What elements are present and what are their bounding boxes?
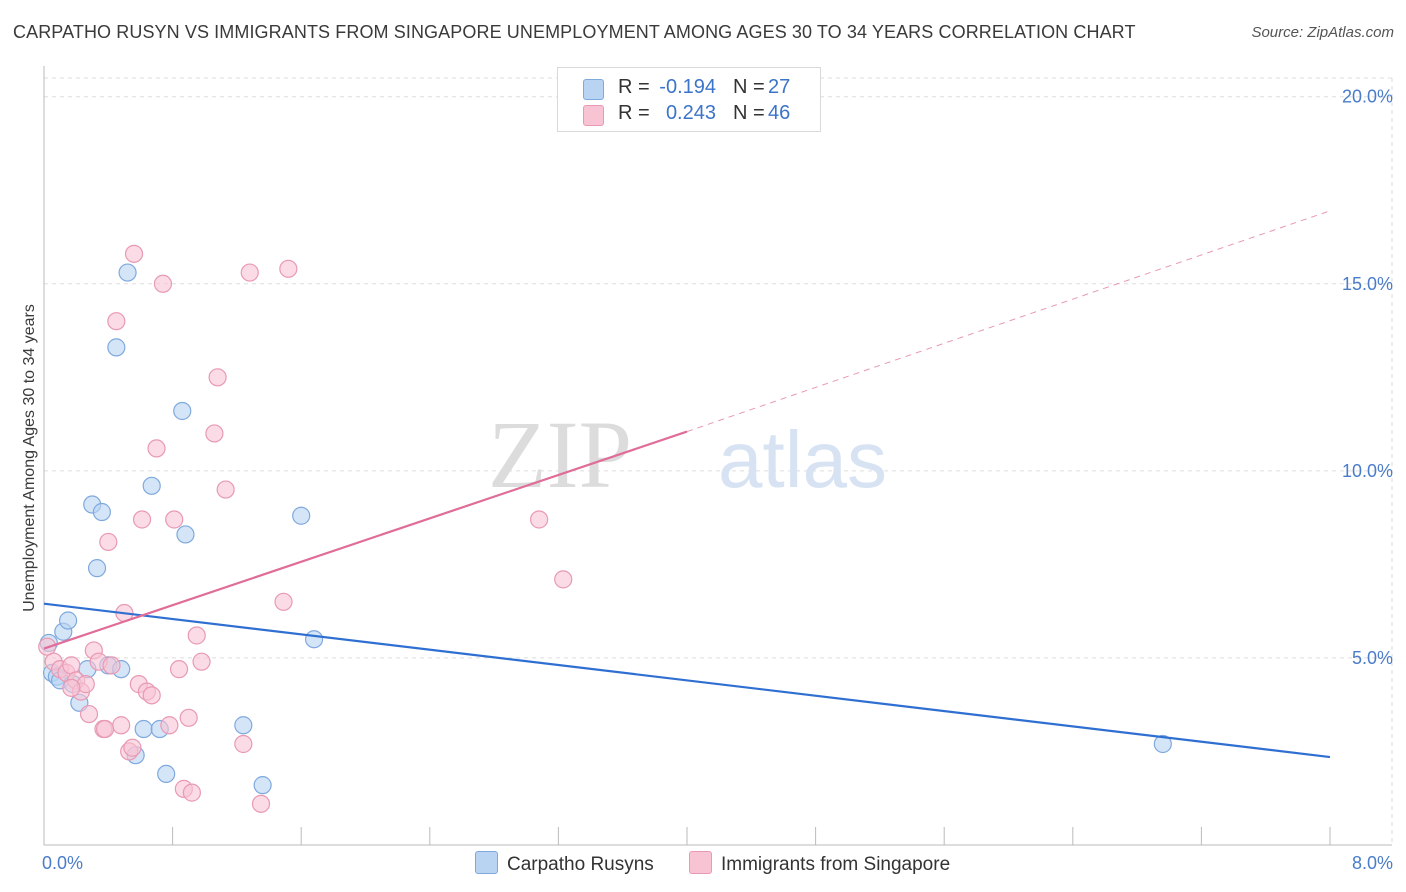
point-singapore xyxy=(169,660,189,679)
legend-r-value: -0.194 xyxy=(659,76,716,98)
point-carpatho xyxy=(134,719,153,739)
legend-n-value: 27 xyxy=(768,76,791,98)
y-tick-label: 20.0% xyxy=(1342,87,1393,107)
bottom-legend-singapore: Immigrants from Singapore xyxy=(689,851,950,876)
point-singapore xyxy=(62,678,81,697)
point-carpatho xyxy=(142,476,161,495)
point-singapore xyxy=(251,794,271,813)
point-carpatho xyxy=(1153,734,1172,754)
legend-n-label: N = xyxy=(733,102,765,124)
point-singapore xyxy=(234,734,253,754)
y-tick-label: 10.0% xyxy=(1342,461,1393,481)
point-singapore xyxy=(192,652,211,671)
point-singapore xyxy=(240,263,259,282)
point-singapore xyxy=(187,626,206,645)
bottom-legend-label-singapore: Immigrants from Singapore xyxy=(721,854,951,875)
point-singapore xyxy=(160,716,179,735)
point-singapore xyxy=(208,368,227,387)
y-tick-label: 5.0% xyxy=(1352,648,1393,668)
point-singapore xyxy=(142,686,161,705)
point-singapore xyxy=(99,532,118,552)
point-carpatho xyxy=(176,525,195,544)
axes xyxy=(43,66,1392,846)
source-label: Source: ZipAtlas.com xyxy=(1251,24,1394,41)
point-carpatho xyxy=(234,716,253,735)
point-carpatho xyxy=(253,776,272,795)
point-singapore xyxy=(554,570,573,589)
x-tick-label-min: 0.0% xyxy=(42,853,83,873)
point-singapore xyxy=(132,510,152,529)
x-tick-label-max: 8.0% xyxy=(1352,853,1393,873)
point-singapore xyxy=(79,704,99,724)
legend-r-value: 0.243 xyxy=(665,102,716,124)
point-carpatho xyxy=(304,630,324,649)
point-singapore xyxy=(123,738,142,757)
point-singapore xyxy=(530,510,549,529)
point-carpatho xyxy=(59,611,78,630)
legend-swatch-pink xyxy=(583,105,604,126)
legend-row-carpatho: R = -0.194 N = 27 xyxy=(558,76,820,102)
tick-labels: 5.0% 10.0% 15.0% 20.0% 0.0% 8.0% xyxy=(42,87,1393,873)
bottom-legend-swatch-blue xyxy=(475,851,498,874)
point-singapore xyxy=(95,719,115,739)
point-singapore xyxy=(279,259,298,278)
trend-line-singapore xyxy=(43,430,688,650)
legend-row-singapore: R = 0.243 N = 46 xyxy=(558,102,820,128)
bottom-legend-label-carpatho: Carpatho Rusyns xyxy=(507,854,654,875)
legend-swatch-blue xyxy=(583,79,604,100)
point-carpatho xyxy=(92,502,111,522)
point-singapore xyxy=(182,783,201,802)
trend-line-singapore-extension xyxy=(686,210,1331,433)
point-carpatho xyxy=(292,506,311,525)
point-singapore xyxy=(165,510,184,529)
chart-title: CARPATHO RUSYN VS IMMIGRANTS FROM SINGAP… xyxy=(13,22,1136,42)
point-carpatho xyxy=(173,401,192,421)
point-singapore xyxy=(112,716,131,735)
trend-line-carpatho xyxy=(43,602,1331,759)
legend-r-label: R = xyxy=(618,76,650,98)
point-singapore xyxy=(205,424,224,443)
point-carpatho xyxy=(87,559,107,578)
legend: R = -0.194 N = 27 R = 0.243 N = 46 xyxy=(557,67,821,132)
point-carpatho xyxy=(107,338,126,357)
bottom-legend-swatch-pink xyxy=(689,851,712,874)
point-singapore xyxy=(147,439,166,458)
point-singapore xyxy=(216,480,235,499)
point-singapore xyxy=(179,708,198,727)
point-carpatho xyxy=(157,764,176,784)
legend-n-value: 46 xyxy=(768,102,791,124)
legend-r-label: R = xyxy=(618,102,650,124)
bottom-legend-carpatho: Carpatho Rusyns xyxy=(475,851,654,876)
y-tick-label: 15.0% xyxy=(1342,274,1393,294)
point-carpatho xyxy=(118,263,137,282)
point-singapore xyxy=(102,656,121,675)
legend-n-label: N = xyxy=(733,76,765,98)
data-points xyxy=(38,244,1172,813)
point-singapore xyxy=(153,274,173,293)
point-singapore xyxy=(124,244,144,263)
point-singapore xyxy=(274,592,293,611)
trend-lines xyxy=(43,210,1331,759)
watermark: ZIP atlas xyxy=(488,401,887,508)
watermark-atlas: atlas xyxy=(718,415,887,504)
point-singapore xyxy=(107,312,126,331)
